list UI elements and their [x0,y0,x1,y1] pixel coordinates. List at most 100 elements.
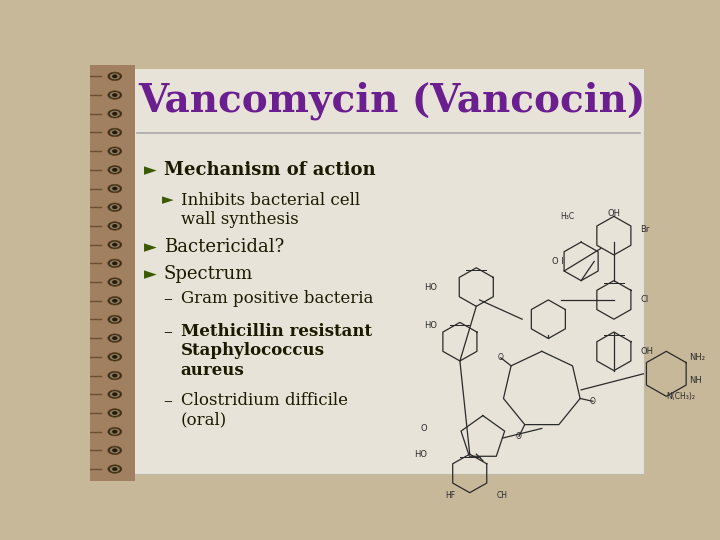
Ellipse shape [109,148,120,154]
Text: H₃C: H₃C [560,212,575,221]
Text: Clostridium difficile
(oral): Clostridium difficile (oral) [181,392,348,429]
Text: Methicillin resistant
Staphylococcus
aureus: Methicillin resistant Staphylococcus aur… [181,323,372,379]
Ellipse shape [108,390,122,399]
Text: Bactericidal?: Bactericidal? [163,238,284,256]
Text: O: O [420,424,427,433]
Ellipse shape [109,223,120,229]
Ellipse shape [112,393,117,396]
Text: HO: HO [414,450,427,458]
Ellipse shape [112,336,117,340]
Ellipse shape [108,110,122,118]
Ellipse shape [109,391,120,397]
Ellipse shape [109,279,120,285]
Text: –: – [163,289,172,308]
Text: O: O [516,431,522,441]
Text: O: O [590,397,596,406]
Ellipse shape [112,448,117,453]
Text: –: – [163,323,172,341]
Ellipse shape [108,465,122,473]
Text: ►: ► [144,161,157,179]
Text: Vancomycin (Vancocin): Vancomycin (Vancocin) [138,82,646,120]
Ellipse shape [112,224,117,228]
Ellipse shape [108,91,122,99]
Text: Spectrum: Spectrum [163,265,253,283]
Ellipse shape [108,315,122,323]
Ellipse shape [109,316,120,322]
Ellipse shape [108,296,122,305]
Ellipse shape [112,467,117,471]
Ellipse shape [112,299,117,303]
Ellipse shape [112,187,117,191]
Ellipse shape [108,166,122,174]
Ellipse shape [112,75,117,78]
Ellipse shape [112,168,117,172]
Text: Inhibits bacterial cell
wall synthesis: Inhibits bacterial cell wall synthesis [181,192,360,228]
Ellipse shape [109,447,120,454]
Ellipse shape [109,92,120,98]
Ellipse shape [109,429,120,435]
Ellipse shape [112,149,117,153]
Ellipse shape [109,241,120,248]
Text: HO: HO [424,282,437,292]
Ellipse shape [112,355,117,359]
Text: Br: Br [640,225,649,234]
Text: HO: HO [424,321,437,330]
Ellipse shape [112,411,117,415]
Ellipse shape [108,72,122,80]
Ellipse shape [108,203,122,212]
Text: O I: O I [552,257,564,266]
Ellipse shape [108,128,122,137]
Text: N(CH₃)₂: N(CH₃)₂ [666,392,696,401]
Ellipse shape [108,446,122,455]
Text: –: – [163,392,172,410]
Text: NH: NH [689,376,702,384]
Ellipse shape [109,466,120,472]
Ellipse shape [109,410,120,416]
Ellipse shape [108,240,122,249]
Text: OH: OH [640,347,653,356]
FancyBboxPatch shape [132,71,644,475]
Ellipse shape [112,374,117,377]
Ellipse shape [108,222,122,230]
Ellipse shape [112,318,117,321]
Text: OH: OH [608,208,621,218]
Ellipse shape [109,373,120,379]
Text: ►: ► [144,238,157,256]
Ellipse shape [109,260,120,266]
Text: Cl: Cl [640,295,648,305]
FancyBboxPatch shape [90,65,135,481]
Ellipse shape [108,184,122,193]
Ellipse shape [109,185,120,192]
Text: ►: ► [144,265,157,283]
Ellipse shape [108,372,122,380]
Ellipse shape [109,73,120,79]
Text: ►: ► [161,192,174,207]
Ellipse shape [108,278,122,286]
Ellipse shape [109,335,120,341]
Ellipse shape [109,298,120,304]
Ellipse shape [108,334,122,342]
Ellipse shape [108,259,122,268]
Ellipse shape [112,242,117,247]
Ellipse shape [112,205,117,209]
Ellipse shape [108,353,122,361]
FancyBboxPatch shape [132,69,644,130]
Text: CH: CH [497,491,508,501]
Ellipse shape [112,112,117,116]
Ellipse shape [112,131,117,134]
Text: NH₂: NH₂ [689,353,705,362]
Ellipse shape [112,93,117,97]
Ellipse shape [108,147,122,156]
Ellipse shape [109,354,120,360]
Ellipse shape [112,280,117,284]
Text: O: O [498,353,504,362]
Text: Gram positive bacteria: Gram positive bacteria [181,289,373,307]
Ellipse shape [109,167,120,173]
Ellipse shape [109,111,120,117]
Ellipse shape [108,409,122,417]
Ellipse shape [112,261,117,265]
Ellipse shape [108,428,122,436]
Ellipse shape [109,130,120,136]
Text: HF: HF [445,491,455,501]
Text: Mechanism of action: Mechanism of action [163,161,375,179]
